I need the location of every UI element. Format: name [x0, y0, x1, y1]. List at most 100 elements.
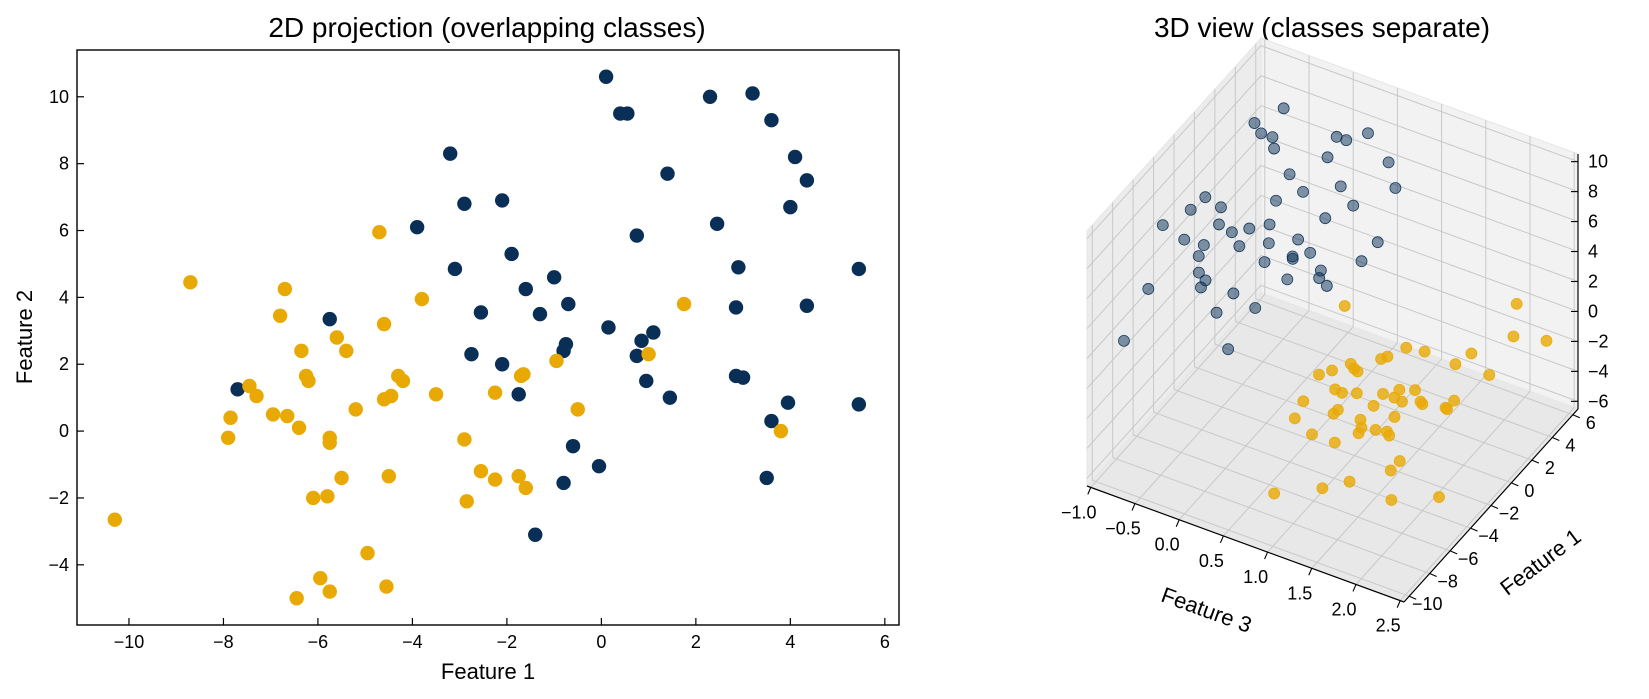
- point-class-b: [395, 373, 411, 389]
- point-class-a: [494, 193, 510, 208]
- point3d-class-a: [1321, 151, 1334, 164]
- point-class-b: [280, 408, 295, 424]
- point-class-a: [565, 438, 581, 454]
- point-class-b: [549, 353, 564, 369]
- point-class-a: [780, 395, 796, 410]
- x3-tick-mark: [1308, 568, 1313, 576]
- point-class-a: [799, 173, 815, 188]
- point3d-class-a: [1382, 156, 1395, 169]
- point3d-class-a: [1156, 219, 1169, 232]
- grid-line: [1086, 75, 1262, 269]
- point-class-a: [709, 216, 725, 232]
- chart-3d-axes: −1.0−0.50.00.51.01.52.02.5−10−8−6−4−2024…: [1061, 152, 1609, 636]
- point-class-a: [518, 281, 533, 297]
- point3d-class-a: [1227, 287, 1240, 300]
- x-tick-label: 2: [691, 632, 701, 652]
- grid-line: [1153, 411, 1471, 529]
- point3d-class-a: [1334, 180, 1347, 193]
- chart-3d-title: 3D view (classes separate): [1154, 12, 1490, 43]
- point-class-b: [322, 584, 337, 599]
- point-class-b: [272, 308, 288, 323]
- x-tick-label: 0: [596, 632, 606, 652]
- point3d-class-a: [1263, 218, 1276, 231]
- point3d-class-a: [1258, 256, 1271, 268]
- point3d-class-a: [1213, 218, 1225, 231]
- point-class-b: [511, 469, 526, 484]
- point3d-class-b: [1381, 350, 1394, 363]
- point-class-a: [601, 320, 616, 335]
- point3d-class-a: [1249, 302, 1262, 314]
- point-class-b: [301, 373, 316, 389]
- y-tick-label: 2: [59, 354, 69, 374]
- point3d-class-a: [1248, 117, 1261, 129]
- point-class-b: [183, 275, 198, 290]
- point3d-class-a: [1355, 255, 1368, 268]
- point-class-b: [348, 402, 363, 417]
- point3d-class-b: [1338, 300, 1351, 312]
- point3d-class-a: [1262, 237, 1275, 250]
- point-class-b: [487, 472, 503, 487]
- y3-tick-mark: [1429, 573, 1437, 578]
- grid-line: [1086, 135, 1262, 329]
- point-class-b: [676, 296, 692, 312]
- point-class-b: [457, 432, 472, 447]
- point3d-class-b: [1268, 487, 1281, 500]
- z3-tick-label: −4: [1588, 361, 1609, 381]
- point-class-b: [513, 368, 529, 384]
- point3d-class-a: [1192, 250, 1205, 263]
- point3d-class-a: [1281, 273, 1294, 286]
- point3d-class-a: [1340, 134, 1353, 147]
- y3-tick-label: −4: [1478, 526, 1499, 546]
- point3d-class-a: [1178, 233, 1191, 246]
- point3d-class-b: [1409, 384, 1421, 397]
- point-class-a: [409, 219, 425, 235]
- point3d-class-b: [1433, 491, 1445, 503]
- z3-tick-label: 0: [1588, 301, 1598, 321]
- point-class-b: [291, 420, 307, 435]
- grid-line: [1194, 366, 1512, 484]
- point-class-a: [230, 382, 245, 397]
- point-class-a: [787, 149, 803, 165]
- point3d-class-b: [1377, 388, 1389, 400]
- x3-tick-label: 0.0: [1155, 535, 1180, 555]
- z3-tick-label: 4: [1588, 242, 1598, 262]
- point3d-class-b: [1326, 364, 1338, 377]
- y3-tick-label: 4: [1565, 435, 1575, 455]
- x-tick-label: −8: [213, 632, 234, 652]
- point3d-class-a: [1233, 240, 1246, 253]
- y3-tick-label: −10: [1412, 594, 1443, 614]
- point3d-class-a: [1297, 185, 1309, 198]
- y3-tick-label: 0: [1524, 481, 1534, 501]
- chart-2d-points: [107, 69, 867, 606]
- point-class-b: [360, 545, 375, 561]
- point3d-class-b: [1352, 427, 1365, 440]
- point-class-a: [764, 113, 779, 128]
- point3d-class-b: [1316, 482, 1329, 495]
- point-class-a: [735, 370, 751, 385]
- point3d-class-a: [1266, 131, 1279, 144]
- point3d-class-b: [1449, 358, 1462, 371]
- point3d-class-a: [1304, 246, 1317, 259]
- y3-tick-mark: [1552, 436, 1560, 441]
- y3-tick-mark: [1511, 482, 1519, 487]
- grid-line: [1086, 285, 1262, 479]
- y3-tick-label: −8: [1437, 572, 1458, 592]
- grid-line: [1086, 255, 1262, 449]
- x3-tick-mark: [1352, 584, 1357, 592]
- y3-tick-mark: [1449, 550, 1458, 555]
- point3d-class-b: [1331, 403, 1344, 416]
- point3d-class-b: [1384, 464, 1397, 477]
- grid-line: [1132, 434, 1451, 552]
- x3-tick-label: 1.5: [1287, 583, 1312, 603]
- y-tick-label: −4: [48, 555, 69, 575]
- point3d-class-a: [1197, 239, 1210, 251]
- point3d-class-b: [1400, 341, 1413, 354]
- x3-tick-mark: [1131, 503, 1136, 511]
- point-class-b: [339, 343, 354, 359]
- y-tick-label: 8: [59, 154, 69, 174]
- point3d-class-b: [1393, 455, 1406, 467]
- point3d-class-b: [1313, 368, 1325, 381]
- point-class-a: [745, 86, 760, 101]
- point3d-class-a: [1118, 334, 1130, 347]
- point-class-b: [376, 316, 392, 332]
